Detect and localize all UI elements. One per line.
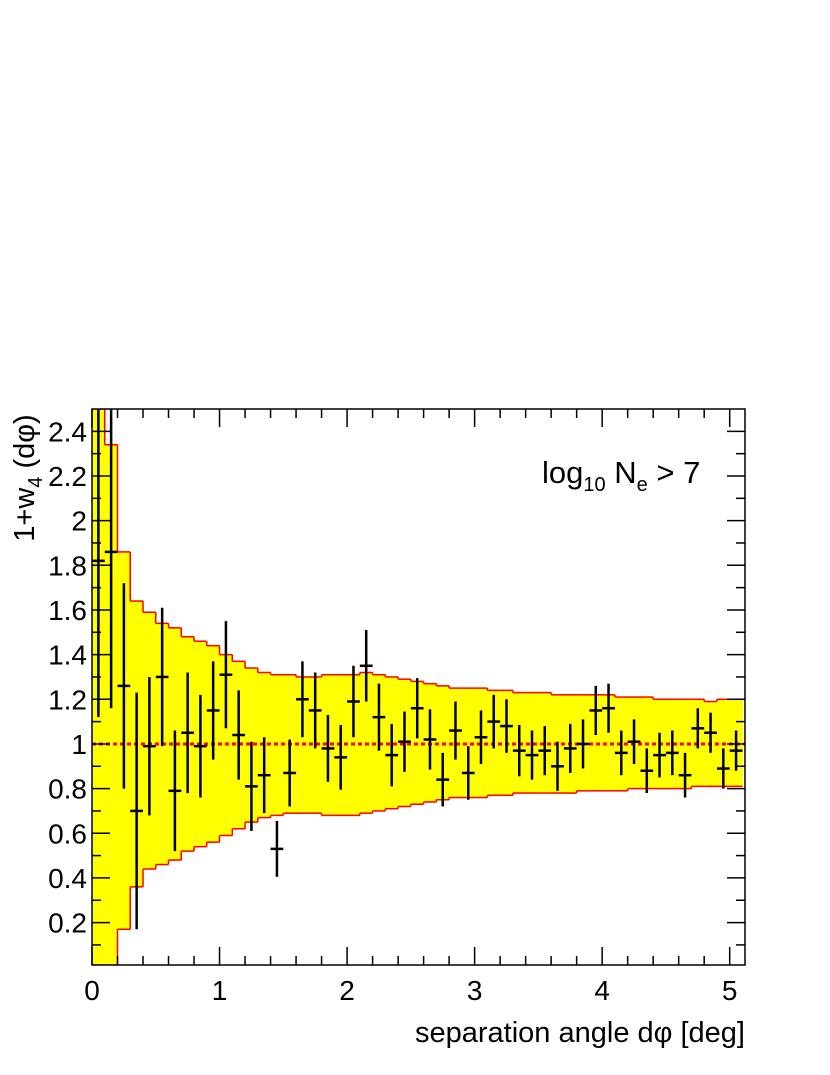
band-bin <box>602 694 616 791</box>
y-tick-label: 0.2 <box>48 908 87 939</box>
y-axis-title-part: 1+w <box>9 487 41 542</box>
annotation-part: > 7 <box>648 455 701 490</box>
annotation-part: 10 <box>583 474 605 496</box>
y-tick-label: 1.6 <box>48 595 87 626</box>
annotation: log10 Ne > 7 <box>542 455 700 496</box>
x-tick-label: 0 <box>84 975 100 1006</box>
y-tick-label: 2 <box>71 506 87 537</box>
axis-layer: 0 1 2 3 4 5 0.2 0.4 0.6 0.8 1 1.2 1.4 1.6 1.8 2 2.2 2.4 se… <box>9 408 746 1049</box>
plot-frame <box>91 408 746 966</box>
x-tick-label: 5 <box>722 975 738 1006</box>
x-tick-label: 4 <box>594 975 610 1006</box>
annotation-part: e <box>637 474 648 496</box>
x-tick-label: 2 <box>339 975 355 1006</box>
y-tick-label: 1.4 <box>48 640 87 671</box>
x-axis-title: separation angle dφ [deg] <box>415 1017 745 1049</box>
y-tick-label: 2.2 <box>48 461 87 492</box>
y-tick-label: 0.6 <box>48 818 87 849</box>
x-tick-label: 1 <box>212 975 228 1006</box>
y-tick-label: 0.4 <box>48 863 87 894</box>
y-tick-label: 1.8 <box>48 550 87 581</box>
y-axis-title-part: (dφ) <box>9 414 41 476</box>
x-tick-label: 3 <box>467 975 483 1006</box>
annotation-part: log <box>542 455 583 490</box>
y-axis-title-part: 4 <box>25 477 47 488</box>
point-layer <box>92 409 743 930</box>
y-axis-title: 1+w4 (dφ) <box>9 414 47 541</box>
band-bin <box>461 688 476 798</box>
annotation-part: N <box>606 455 637 490</box>
y-tick-label: 0.8 <box>48 774 87 805</box>
band-bin <box>678 699 692 789</box>
y-tick-label: 1 <box>71 729 87 760</box>
y-tick-label: 1.2 <box>48 684 87 715</box>
y-tick-label: 2.4 <box>48 416 87 447</box>
